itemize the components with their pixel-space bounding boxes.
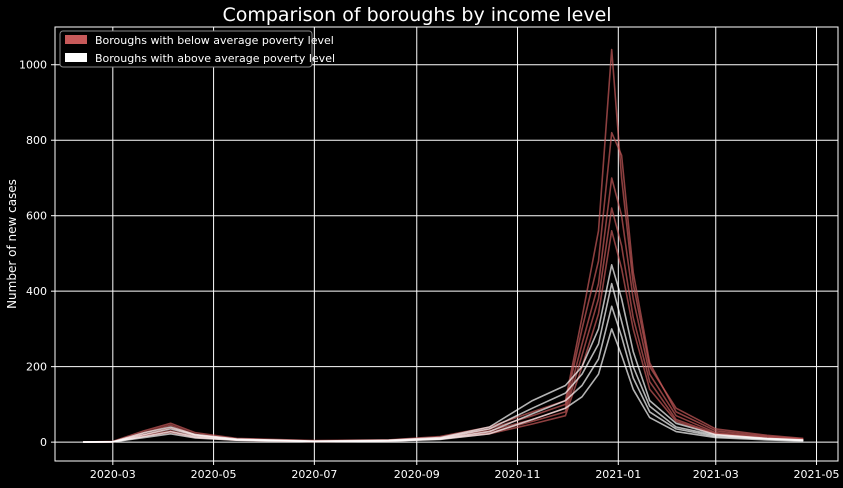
y-tick-label: 200: [26, 361, 47, 374]
legend-label-below: Boroughs with below average poverty leve…: [95, 34, 334, 47]
series-line-above-6: [83, 282, 804, 443]
y-tick-label: 600: [26, 210, 47, 223]
series-line-above-8: [83, 328, 804, 443]
y-tick-label: 1000: [19, 59, 47, 72]
x-tick-label: 2020-03: [90, 468, 136, 481]
chart-title: Comparison of boroughs by income level: [222, 4, 611, 26]
y-tick-label: 400: [26, 285, 47, 298]
plot-background: [55, 27, 838, 461]
x-tick-label: 2020-07: [291, 468, 337, 481]
legend-swatch-above: [65, 53, 87, 62]
x-tick-label: 2021-01: [595, 468, 641, 481]
y-tick-label: 800: [26, 134, 47, 147]
legend-swatch-below: [65, 35, 87, 44]
legend-label-above: Boroughs with above average poverty leve…: [95, 52, 335, 65]
legend: Boroughs with below average poverty leve…: [59, 30, 335, 68]
x-tick-label: 2020-09: [394, 468, 440, 481]
grid: [55, 27, 838, 461]
x-tick-label: 2021-05: [794, 468, 840, 481]
x-ticks: 2020-03 2020-05 2020-07 2020-09 2020-11 2021-…: [90, 461, 840, 481]
series-lines: [83, 48, 804, 443]
series-line-above-5: [83, 263, 804, 443]
plot-frame: [54, 26, 839, 462]
legend-box: [59, 30, 313, 68]
y-axis-label: Number of new cases: [5, 179, 19, 309]
series-line-above-7: [83, 305, 804, 443]
y-ticks: 0 200 400 600 800 1000: [19, 59, 55, 449]
x-tick-label: 2021-03: [693, 468, 739, 481]
series-line-below-1: [83, 131, 804, 443]
x-tick-label: 2020-05: [191, 468, 237, 481]
x-tick-label: 2020-11: [495, 468, 541, 481]
y-tick-label: 0: [40, 436, 47, 449]
